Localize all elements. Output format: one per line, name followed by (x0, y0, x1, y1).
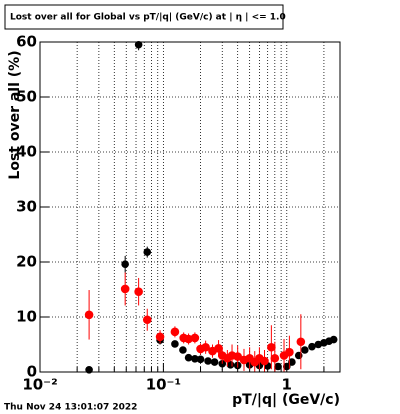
data-point (282, 362, 291, 371)
data-point (84, 310, 94, 320)
data-point (274, 362, 282, 371)
data-point (301, 346, 309, 354)
data-point (233, 352, 242, 361)
frame (39, 41, 341, 373)
data-point (179, 346, 187, 354)
data-point (296, 337, 306, 347)
data-point (190, 333, 200, 343)
data-point (214, 344, 223, 353)
x-tick-label: 1 (282, 376, 292, 394)
x-tick-label: 10⁻² (22, 376, 57, 394)
title-box (4, 4, 284, 30)
y-tick-label: 20 (16, 253, 37, 271)
data-point (191, 355, 199, 363)
y-tick-label: 40 (16, 143, 37, 161)
x-tick-label: 10⁻¹ (146, 376, 181, 394)
data-point (210, 358, 219, 366)
y-tick-label: 60 (16, 33, 37, 51)
plot-area: 0 10 20 30 40 50 60 10⁻² 10⁻¹ 1 (16, 33, 340, 394)
data-point (142, 315, 152, 325)
data-point (155, 332, 165, 342)
data-point (196, 355, 205, 364)
y-axis-label: Lost over all (%) (7, 50, 23, 179)
data-point (171, 340, 179, 348)
y-tick-label: 50 (16, 88, 37, 106)
series (84, 272, 306, 372)
data-point (270, 353, 280, 363)
data-point (294, 351, 303, 360)
data-point (120, 284, 130, 294)
data-point (184, 353, 193, 362)
data-point (201, 342, 210, 352)
data-point (260, 356, 269, 366)
y-tick-label: 10 (16, 308, 37, 326)
data-point (134, 287, 143, 297)
data-point (121, 260, 129, 269)
data-point (170, 327, 180, 337)
data-point (143, 248, 152, 256)
data-point (285, 347, 294, 357)
y-tick-label: 30 (16, 198, 37, 216)
data-point (329, 335, 338, 344)
timestamp: Thu Nov 24 13:01:07 2022 (4, 403, 137, 413)
y-tick-label: 0 (27, 363, 37, 381)
chart-title: Lost over all for Global vs pT/|q| (GeV/… (10, 13, 286, 23)
data-point (288, 358, 296, 366)
data-point (204, 357, 212, 365)
data-point (308, 342, 316, 351)
x-axis-label: pT/|q| (GeV/c) (232, 392, 340, 408)
data-point (267, 342, 276, 352)
data-point (134, 40, 143, 49)
series (85, 40, 338, 374)
